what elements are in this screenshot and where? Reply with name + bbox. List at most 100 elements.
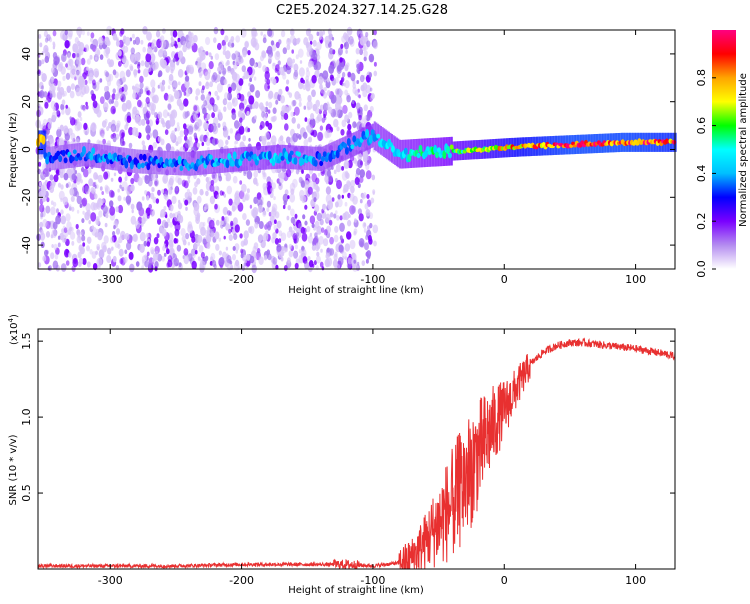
spectrogram-speckle: [120, 28, 125, 35]
spectrogram-speckle: [349, 38, 355, 47]
spectrogram-speckle: [238, 78, 244, 86]
spectrogram-speckle: [183, 91, 187, 96]
spectrogram-speckle: [177, 214, 184, 224]
spectrogram-speckle: [225, 246, 229, 251]
spectrogram-track-cell: [534, 145, 539, 150]
spectrogram-speckle: [329, 47, 334, 55]
spectrogram-speckle: [232, 254, 236, 261]
spectrogram-speckle: [368, 212, 374, 220]
spectrogram-speckle: [123, 45, 129, 53]
spectrogram-track-cell: [433, 144, 438, 154]
spectrogram-speckle: [109, 200, 114, 208]
spectrogram-speckle: [96, 257, 103, 267]
spectrogram-speckle: [183, 128, 189, 136]
spectrogram-speckle: [93, 181, 97, 186]
spectrogram-speckle: [207, 103, 213, 111]
spectrogram-speckle: [249, 84, 255, 93]
spectrogram-speckle: [253, 170, 258, 178]
spectrogram-speckle: [267, 85, 270, 89]
spectrogram-speckle: [169, 212, 173, 219]
spectrogram-speckle: [258, 221, 264, 229]
spectrogram-speckle: [50, 180, 56, 189]
spectrogram-speckle: [114, 240, 120, 249]
spectrogram-speckle: [344, 256, 348, 261]
spectrogram-speckle: [132, 106, 138, 115]
spectrogram-speckle: [109, 206, 116, 216]
spectrogram-speckle: [266, 78, 271, 85]
spectrogram-speckle: [227, 101, 233, 111]
spectrogram-speckle: [228, 198, 233, 206]
spectrogram-speckle: [74, 170, 78, 175]
spectrogram-speckle: [227, 86, 232, 94]
spectrogram-speckle: [37, 262, 42, 268]
spectrogram-speckle: [240, 240, 245, 247]
spectrogram-speckle: [156, 233, 160, 239]
spectrogram-speckle: [309, 215, 316, 224]
spectrogram-track-cell: [280, 155, 285, 161]
spectrogram-speckle: [270, 187, 275, 194]
spectrogram-speckle: [92, 100, 98, 109]
spectrogram-speckle: [324, 35, 330, 45]
spectrogram-speckle: [241, 65, 246, 73]
spectrogram-speckle: [276, 243, 282, 252]
spectrogram-speckle: [191, 260, 197, 270]
spectrogram-speckle: [53, 243, 58, 251]
spectrogram-speckle: [51, 89, 55, 94]
spectrogram-speckle: [67, 52, 71, 59]
spectrogram-speckle: [246, 188, 250, 194]
spectrogram-speckle: [277, 60, 281, 66]
spectrogram-speckle: [196, 241, 200, 247]
spectrogram-track-cell: [267, 150, 272, 160]
spectrogram-speckle: [294, 91, 300, 100]
spectrogram-speckle: [240, 253, 244, 259]
spectrogram-speckle: [86, 236, 92, 244]
spectrogram-speckle: [232, 246, 236, 251]
spectrogram-speckle: [303, 37, 309, 46]
spectrogram-speckle: [337, 109, 343, 118]
spectrogram-track-cell: [368, 134, 373, 144]
spectrogram-speckle: [343, 183, 349, 193]
spectrogram-track-cell: [139, 153, 143, 161]
spectrogram-speckle: [118, 91, 123, 99]
spectrogram-speckle: [208, 123, 214, 133]
spectrogram-speckle: [65, 72, 71, 80]
spectrogram-speckle: [81, 197, 88, 207]
spectrogram-speckle: [51, 111, 58, 120]
spectrogram-speckle: [307, 95, 312, 102]
spectrogram-track-cell: [142, 153, 147, 162]
spectrogram-speckle: [169, 221, 174, 228]
spectrogram-speckle: [306, 43, 312, 52]
spectrogram-speckle: [246, 110, 250, 116]
spectrogram-speckle: [62, 225, 66, 231]
spectrogram-track-cell: [70, 156, 75, 162]
spectrogram-track-cell: [107, 152, 112, 160]
spectrogram-speckle: [204, 122, 209, 130]
spectrogram-speckle: [97, 264, 101, 269]
spectrogram-speckle: [146, 241, 151, 247]
spectrogram-speckle: [130, 184, 135, 192]
spectrogram-speckle: [98, 36, 104, 46]
spectrogram-speckle: [210, 179, 215, 186]
spectrogram-speckle: [92, 38, 99, 49]
spectrogram-speckle: [243, 171, 247, 177]
spectrogram-speckle: [288, 105, 292, 111]
spectrogram-speckle: [50, 76, 55, 83]
spectrogram-speckle: [90, 187, 95, 194]
spectrogram-speckle: [123, 256, 128, 264]
spectrogram-speckle: [347, 219, 352, 227]
spectrogram-speckle: [361, 193, 366, 200]
spectrogram-speckle: [86, 66, 89, 71]
spectrogram-speckle: [75, 87, 82, 97]
spectrogram-speckle: [324, 86, 327, 92]
spectrogram-speckle: [263, 172, 266, 178]
spectrogram-speckle: [350, 72, 356, 82]
spectrogram-speckle: [315, 244, 320, 252]
spectrogram-speckle: [302, 214, 306, 220]
spectrogram-speckle: [317, 76, 324, 85]
spectrogram-speckle: [242, 135, 247, 142]
spectrogram-speckle: [291, 49, 295, 54]
spectrogram-speckle: [153, 94, 159, 104]
spectrogram-speckle: [312, 129, 318, 138]
spectrogram-speckle: [43, 91, 48, 98]
spectrogram-speckle: [118, 248, 124, 257]
